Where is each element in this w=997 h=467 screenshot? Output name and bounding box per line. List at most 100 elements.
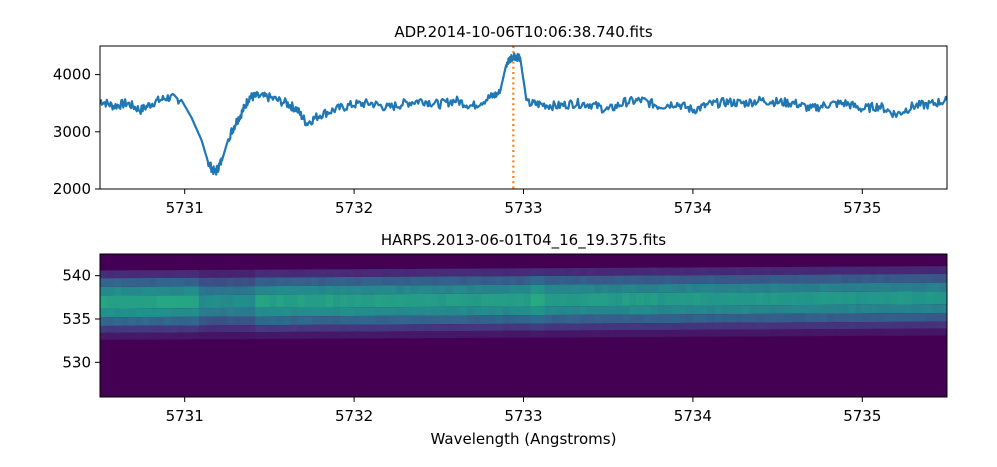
heatmap-cell bbox=[135, 325, 143, 333]
heatmap-cell bbox=[135, 286, 143, 296]
heatmap-cell bbox=[114, 332, 122, 340]
heatmap-cell bbox=[594, 275, 602, 285]
heatmap-cell bbox=[530, 268, 539, 277]
heatmap-cell bbox=[523, 330, 531, 338]
heatmap-cell bbox=[403, 294, 411, 308]
heatmap-cell bbox=[551, 330, 560, 338]
heatmap-cell bbox=[142, 286, 150, 296]
heatmap-cell bbox=[650, 314, 659, 324]
heatmap-cell bbox=[735, 275, 743, 284]
heatmap-cell bbox=[601, 306, 609, 315]
heatmap-cell bbox=[579, 323, 588, 331]
heatmap-cell bbox=[276, 269, 284, 278]
heatmap-cell bbox=[784, 266, 793, 275]
heatmap-cell bbox=[262, 294, 270, 308]
heatmap-cell bbox=[819, 274, 828, 284]
heatmap-cell bbox=[819, 291, 828, 305]
heatmap-cell bbox=[149, 295, 157, 309]
heatmap-cell bbox=[163, 308, 171, 317]
heatmap-cell bbox=[608, 330, 616, 338]
heatmap-cell bbox=[678, 329, 687, 337]
heatmap-cell bbox=[318, 269, 327, 278]
heatmap-cell bbox=[777, 274, 786, 284]
heatmap-cell bbox=[438, 285, 447, 294]
heatmap-cell bbox=[890, 282, 898, 292]
heatmap-cell bbox=[897, 313, 906, 322]
heatmap-cell bbox=[389, 331, 397, 339]
heatmap-cell bbox=[819, 283, 828, 292]
heatmap-cell bbox=[587, 323, 595, 331]
heatmap-cell bbox=[699, 305, 708, 315]
heatmap-cell bbox=[904, 282, 913, 292]
heatmap-cell bbox=[615, 330, 623, 338]
heatmap-cell bbox=[135, 308, 143, 318]
heatmap-cell bbox=[255, 325, 263, 333]
heatmap-cell bbox=[452, 324, 461, 332]
heatmap-cell bbox=[714, 283, 722, 293]
heatmap-cell bbox=[396, 294, 404, 308]
heatmap-cell bbox=[650, 323, 659, 331]
heatmap-cell bbox=[241, 316, 249, 326]
heatmap-cell bbox=[650, 292, 659, 306]
heatmap-cell bbox=[579, 306, 588, 315]
heatmap-cell bbox=[883, 328, 891, 336]
heatmap-cell bbox=[622, 284, 630, 293]
bottom-x-tick-label: 5735 bbox=[843, 407, 881, 425]
heatmap-cell bbox=[424, 306, 433, 316]
heatmap-cell bbox=[862, 313, 870, 323]
heatmap-cell bbox=[142, 308, 150, 318]
heatmap-cell bbox=[467, 285, 475, 294]
heatmap-cell bbox=[558, 306, 567, 315]
bottom-plot-content bbox=[100, 254, 948, 397]
heatmap-cell bbox=[678, 283, 687, 293]
heatmap-cell bbox=[382, 294, 390, 308]
heatmap-cell bbox=[572, 314, 581, 324]
heatmap-cell bbox=[410, 285, 419, 295]
heatmap-cell bbox=[177, 295, 186, 309]
heatmap-cell bbox=[834, 283, 842, 292]
heatmap-cell bbox=[671, 292, 680, 306]
heatmap-cell bbox=[431, 268, 440, 277]
heatmap-cell bbox=[297, 331, 306, 339]
heatmap-cell bbox=[770, 329, 778, 337]
heatmap-cell bbox=[283, 285, 291, 295]
heatmap-cell bbox=[664, 292, 673, 306]
heatmap-cell bbox=[396, 331, 404, 339]
heatmap-cell bbox=[410, 268, 419, 277]
heatmap-cell bbox=[692, 314, 701, 323]
heatmap-cell bbox=[234, 277, 242, 287]
heatmap-cell bbox=[389, 276, 397, 286]
heatmap-cell bbox=[191, 325, 200, 333]
heatmap-cell bbox=[396, 315, 404, 325]
heatmap-cell bbox=[234, 307, 242, 317]
top-plot-area bbox=[100, 46, 947, 189]
heatmap-cell bbox=[255, 307, 263, 317]
heatmap-cell bbox=[368, 276, 376, 286]
heatmap-cell bbox=[848, 274, 856, 284]
heatmap-cell bbox=[170, 325, 179, 333]
heatmap-cell bbox=[347, 285, 355, 295]
heatmap-cell bbox=[375, 294, 383, 308]
heatmap-cell bbox=[163, 332, 171, 340]
heatmap-cell bbox=[467, 306, 475, 316]
heatmap-cell bbox=[467, 293, 475, 307]
heatmap-cell bbox=[452, 306, 461, 316]
heatmap-cell bbox=[100, 270, 108, 279]
heatmap-cell bbox=[784, 313, 793, 323]
heatmap-cell bbox=[678, 292, 687, 306]
heatmap-cell bbox=[932, 291, 941, 305]
heatmap-cell bbox=[424, 268, 433, 277]
heatmap-cell bbox=[205, 277, 214, 287]
heatmap-cell bbox=[869, 291, 877, 305]
heatmap-cell bbox=[678, 267, 687, 276]
heatmap-cell bbox=[354, 324, 362, 332]
heatmap-cell bbox=[290, 294, 299, 308]
heatmap-cell bbox=[241, 277, 249, 287]
heatmap-cell bbox=[339, 331, 348, 339]
heatmap-cell bbox=[657, 292, 666, 306]
heatmap-cell bbox=[742, 322, 750, 330]
heatmap-cell bbox=[100, 332, 108, 340]
heatmap-cell bbox=[276, 316, 284, 326]
heatmap-cell bbox=[699, 275, 708, 284]
heatmap-cell bbox=[354, 269, 362, 277]
